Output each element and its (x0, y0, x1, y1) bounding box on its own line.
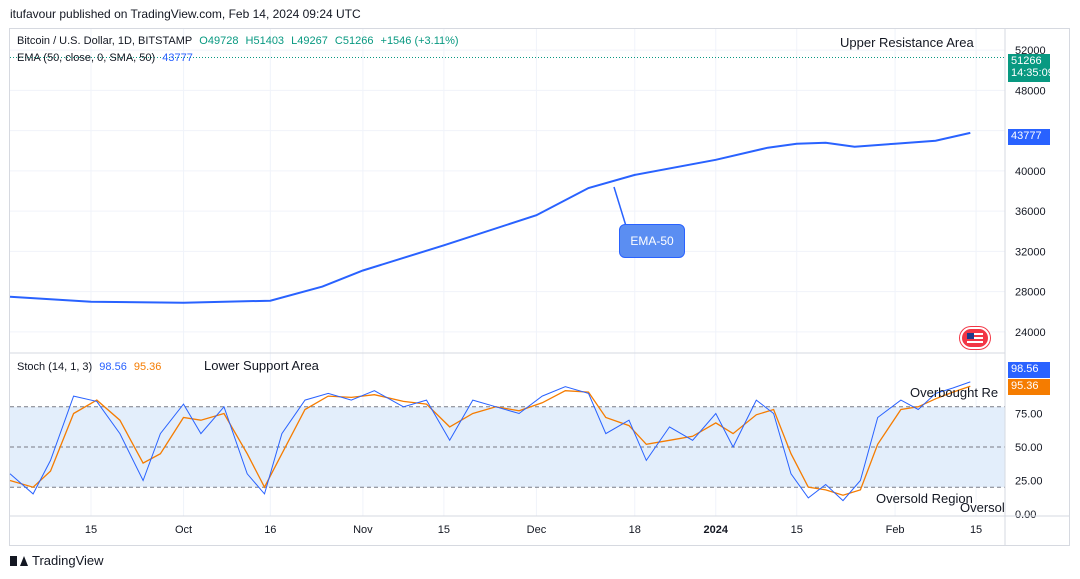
ema-price-tag: 43777 (1008, 129, 1050, 145)
time-tick-label: 2024 (704, 524, 729, 536)
symbol-label: Bitcoin / U.S. Dollar, 1D, BITSTAMP (17, 35, 193, 47)
oversold-axis-label: Oversol (960, 500, 1005, 515)
stoch-tick-label: 50.00 (1015, 442, 1043, 454)
ema-line (9, 131, 971, 304)
flag-icon[interactable] (960, 327, 990, 349)
ema-50-callout: EMA-50 (619, 224, 685, 258)
stoch-d-tag: 95.36 (1008, 379, 1050, 395)
ema-legend-value: 43777 (162, 52, 193, 64)
overbought-label: Overbought Re (910, 385, 999, 400)
time-tick-label: Oct (175, 524, 192, 536)
oversold-label: Oversold Region (876, 491, 973, 506)
stoch-tick-label: 75.00 (1015, 409, 1043, 421)
price-tick-label: 48000 (1015, 85, 1046, 97)
brand-name: TradingView (32, 553, 104, 568)
time-tick-label: 18 (629, 524, 641, 536)
stoch-d-value: 95.36 (133, 361, 162, 373)
stoch-lines (9, 381, 971, 502)
close-value: C51266 (334, 35, 374, 47)
high-value: H51403 (245, 35, 285, 47)
time-tick-label: 15 (791, 524, 803, 536)
price-tick-label: 24000 (1015, 327, 1046, 339)
time-tick-label: 16 (264, 524, 276, 536)
last-price-tag: 51266 14:35:09 (1008, 54, 1054, 82)
stoch-k-series (9, 381, 971, 502)
ema-legend-label: EMA (50, close, 0, SMA, 50) (17, 52, 156, 64)
time-tick-label: Feb (886, 524, 905, 536)
stoch-legend-label: Stoch (14, 1, 3) (17, 361, 93, 373)
upper-resistance-label: Upper Resistance Area (840, 35, 974, 50)
time-tick-label: Dec (527, 524, 547, 536)
price-legend: Bitcoin / U.S. Dollar, 1D, BITSTAMP O497… (17, 35, 463, 47)
stoch-band (10, 406, 1005, 488)
stoch-d-series (9, 385, 971, 496)
stoch-tick-label: 25.00 (1015, 476, 1043, 488)
time-tick-label: 15 (438, 524, 450, 536)
stoch-legend[interactable]: Stoch (14, 1, 3) 98.56 95.36 (17, 361, 165, 373)
ema-legend[interactable]: EMA (50, close, 0, SMA, 50) 43777 (17, 52, 197, 64)
stoch-tick-label: 0.00 (1015, 509, 1036, 521)
tradingview-logo-icon (10, 555, 28, 566)
price-tick-label: 40000 (1015, 166, 1046, 178)
open-value: O49728 (199, 35, 239, 47)
last-price-value: 51266 (1011, 55, 1042, 67)
chart-frame (9, 28, 1070, 546)
publisher-caption: itufavour published on TradingView.com, … (10, 7, 361, 21)
price-tick-label: 28000 (1015, 287, 1046, 299)
time-tick-label: 15 (85, 524, 97, 536)
bar-countdown: 14:35:09 (1011, 67, 1054, 79)
time-tick-label: 15 (970, 524, 982, 536)
change-value: +1546 (+3.11%) (380, 35, 459, 47)
ema-50-series (9, 131, 971, 304)
low-value: L49267 (291, 35, 328, 47)
stoch-k-tag: 98.56 (1008, 362, 1050, 378)
tradingview-brand[interactable]: TradingView (10, 553, 104, 568)
ema-callout-pointer (613, 186, 627, 227)
lower-support-label: Lower Support Area (204, 358, 319, 373)
price-tick-label: 36000 (1015, 206, 1046, 218)
stoch-k-value: 98.56 (99, 361, 127, 373)
time-tick-label: Nov (353, 524, 373, 536)
price-tick-label: 32000 (1015, 246, 1046, 258)
